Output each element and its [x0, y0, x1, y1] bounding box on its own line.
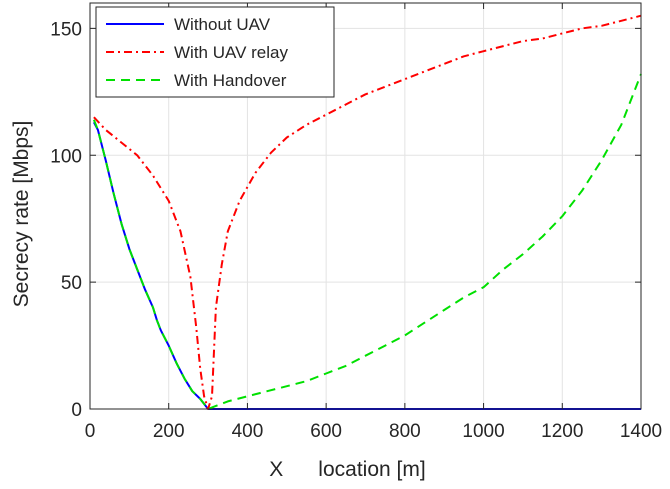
series-line-1 — [93, 121, 641, 410]
x-tick-label: 1200 — [541, 421, 583, 442]
legend-label-2: With UAV relay — [174, 43, 288, 62]
x-tick-label: 800 — [389, 421, 421, 442]
y-tick-label: 150 — [50, 19, 82, 40]
y-tick-label: 0 — [71, 400, 82, 421]
x-tick-label: 0 — [85, 421, 96, 442]
axis-ticks: 0 200 400 600 800 1000 1200 1400 0 50 100 150 — [50, 3, 662, 442]
data-series — [92, 14, 642, 410]
x-tick-label: 1000 — [462, 421, 504, 442]
x-tick-label: 400 — [232, 421, 264, 442]
legend-label-3: With Handover — [174, 71, 287, 90]
y-tick-label: 50 — [61, 273, 82, 294]
series-line-2 — [93, 14, 642, 410]
legend: Without UAV With UAV relay With Handover — [95, 6, 335, 98]
x-tick-label: 600 — [310, 421, 342, 442]
plot-frame — [89, 2, 642, 410]
y-tick-label: 100 — [50, 146, 82, 167]
x-tick-label: 200 — [153, 421, 185, 442]
series-line-3 — [92, 73, 642, 410]
x-tick-label: 1400 — [620, 421, 662, 442]
x-axis-label: X location [m] — [269, 458, 425, 481]
legend-box — [95, 6, 335, 98]
legend-label-1: Without UAV — [174, 15, 271, 34]
y-axis-label: Secrecy rate [Mbps] — [10, 121, 33, 308]
